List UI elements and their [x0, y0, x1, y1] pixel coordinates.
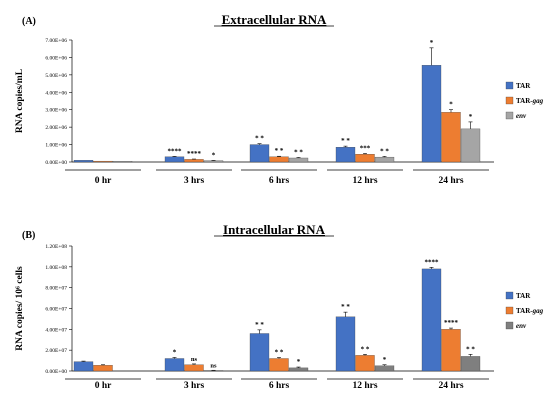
data-label: ****: [425, 258, 440, 266]
x-tick-label: 12 hrs: [352, 381, 377, 391]
legend-label: TAR-gag: [516, 97, 544, 105]
data-label: * *: [380, 147, 389, 155]
data-label: ***: [360, 144, 371, 152]
bar: [249, 333, 270, 372]
y-tick-label: 8.00E+07: [45, 286, 67, 292]
bar: [164, 156, 185, 163]
legend-label: TAR: [516, 82, 531, 90]
data-label: ns: [191, 356, 198, 363]
y-tick-label: 5.00E+06: [45, 73, 67, 79]
bar: [421, 65, 442, 163]
y-tick-label: 1.00E+08: [45, 265, 67, 271]
data-label: *: [469, 113, 473, 121]
bar: [335, 316, 356, 372]
data-label: * *: [341, 303, 350, 311]
x-tick-label: 24 hrs: [438, 176, 463, 186]
bar: [93, 160, 113, 163]
y-tick-label: 6.00E+07: [45, 307, 67, 313]
y-axis-label: RNA copies/mL: [15, 69, 25, 133]
data-label: *: [212, 151, 216, 159]
x-tick-label: 6 hrs: [269, 176, 290, 186]
y-tick-label: 3.00E+06: [45, 108, 67, 114]
y-tick-label: 4.00E+06: [45, 90, 67, 96]
x-tick-label: 24 hrs: [438, 381, 463, 391]
data-label: ****: [168, 147, 183, 155]
x-tick-label: 6 hrs: [269, 381, 290, 391]
bar: [374, 365, 395, 372]
panel-label: (A): [22, 16, 36, 27]
legend-swatch: [505, 321, 514, 330]
bar: [355, 355, 375, 372]
chart-panel-a: (A) Extracellular RNA RNA copies/mL 0.00E+0…: [15, 12, 544, 186]
data-label: *: [173, 348, 177, 356]
bar: [93, 365, 113, 372]
bar: [184, 159, 204, 163]
data-label: *: [383, 356, 387, 364]
y-tick-label: 2.00E+07: [45, 348, 67, 354]
y-axis-label: RNA copies/ 10⁶ cells: [15, 266, 25, 351]
x-tick-label: 0 hr: [95, 381, 112, 391]
chart-title: Intracellular RNA: [223, 222, 326, 237]
data-label: *: [449, 101, 453, 109]
legend-label: env: [516, 322, 527, 330]
x-tick-label: 3 hrs: [184, 381, 205, 391]
data-label: * *: [294, 148, 303, 156]
y-tick-label: 2.00E+06: [45, 125, 67, 131]
bar: [269, 156, 289, 163]
bar: [249, 144, 270, 163]
x-tick-label: 0 hr: [95, 176, 112, 186]
data-label: * *: [275, 147, 284, 155]
bar: [184, 364, 204, 372]
legend-swatch: [505, 306, 514, 315]
data-label: * *: [275, 348, 284, 356]
legend-swatch: [505, 96, 514, 105]
y-tick-label: 1.20E+08: [45, 244, 67, 250]
y-tick-label: 0.00E+00: [45, 369, 67, 375]
bar: [441, 329, 461, 372]
data-label: *: [297, 358, 301, 366]
bar: [164, 358, 185, 372]
legend-swatch: [505, 111, 514, 120]
bar: [335, 147, 356, 163]
legend-label: TAR-gag: [516, 307, 544, 315]
data-label: ****: [444, 319, 459, 327]
panel-label: (B): [22, 230, 35, 241]
bar: [269, 358, 289, 372]
legend-swatch: [505, 81, 514, 90]
bar: [203, 160, 224, 163]
bar: [374, 156, 395, 163]
bar: [355, 154, 375, 163]
bar: [73, 160, 94, 163]
x-tick-label: 12 hrs: [352, 176, 377, 186]
data-label: * *: [361, 345, 370, 353]
y-tick-label: 0.00E+00: [45, 160, 67, 166]
bar: [112, 161, 133, 163]
bar: [460, 128, 481, 163]
data-label: *: [430, 39, 434, 47]
bar: [288, 157, 309, 163]
legend-swatch: [505, 291, 514, 300]
x-tick-label: 3 hrs: [184, 176, 205, 186]
data-label: * *: [255, 135, 264, 143]
bar: [441, 112, 461, 163]
y-tick-label: 1.00E+06: [45, 143, 67, 149]
data-label: * *: [466, 345, 475, 353]
chart-panel-b: (B) Intracellular RNA RNA copies/ 10⁶ cell…: [15, 222, 544, 391]
bar: [421, 268, 442, 372]
legend-label: env: [516, 112, 527, 120]
y-tick-label: 4.00E+07: [45, 327, 67, 333]
data-label: ****: [187, 150, 202, 158]
bar: [460, 356, 481, 372]
data-label: * *: [255, 321, 264, 329]
y-tick-label: 6.00E+06: [45, 55, 67, 61]
y-tick-label: 7.00E+06: [45, 38, 67, 44]
chart-title: Extracellular RNA: [222, 12, 327, 27]
bar: [288, 367, 309, 372]
data-label: * *: [341, 137, 350, 145]
bar: [73, 361, 94, 372]
legend-label: TAR: [516, 292, 531, 300]
data-label: ns: [210, 362, 217, 369]
